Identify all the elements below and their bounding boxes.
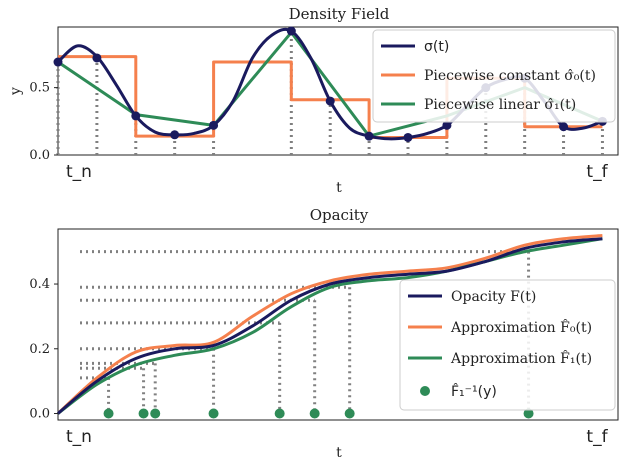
sigma-sample-point xyxy=(53,57,63,67)
inverse-sample-point xyxy=(208,408,219,419)
density-y-ticks: 0.0 0.5 xyxy=(29,81,58,163)
legend-label-F: Opacity F(t) xyxy=(451,289,536,305)
sigma-sample-point xyxy=(325,96,335,106)
opacity-ytick-label: 0.2 xyxy=(29,342,50,357)
sigma-sample-point xyxy=(131,111,141,121)
opacity-panel: Opacity 0.0 0.2 0.4 t_n t_f t Opacity F(t)… xyxy=(29,206,619,460)
density-xlabel: t xyxy=(336,180,342,196)
opacity-xtick-tf: t_f xyxy=(586,427,608,447)
legend-label-F0: Approximation F̂₀(t) xyxy=(450,318,592,336)
legend-label-F1: Approximation F̂₁(t) xyxy=(450,349,592,367)
legend-label-sigma1: Piecewise linear σ̂₁(t) xyxy=(424,97,576,113)
opacity-curve xyxy=(57,237,603,415)
inverse-sample-point xyxy=(274,408,285,419)
density-ylabel: y xyxy=(8,87,24,96)
opacity-title: Opacity xyxy=(310,206,369,224)
density-xtick-tn: t_n xyxy=(66,162,92,182)
opacity-xtick-tn: t_n xyxy=(66,427,92,447)
sigma-sample-point xyxy=(209,120,219,130)
inverse-sample-point xyxy=(309,408,320,419)
opacity-legend: Opacity F(t) Approximation F̂₀(t) Approx… xyxy=(399,279,616,411)
density-axes-frame xyxy=(57,26,619,156)
sigma-sample-point xyxy=(559,122,569,132)
density-xtick-tf: t_f xyxy=(586,162,608,182)
sigma-sample-point xyxy=(92,53,102,63)
inverse-sample-point xyxy=(103,408,114,419)
sigma-sample-point xyxy=(286,26,296,36)
approximation-f0-line xyxy=(56,234,603,415)
opacity-xlabel: t xyxy=(336,445,342,460)
opacity-series xyxy=(56,234,603,419)
approximation-f1-line xyxy=(57,237,603,415)
density-title: Density Field xyxy=(289,5,390,23)
sigma-sample-point xyxy=(403,132,413,142)
opacity-y-ticks: 0.0 0.2 0.4 xyxy=(29,277,58,422)
legend-label-sigma0: Piecewise constant σ̂₀(t) xyxy=(424,68,596,84)
density-ytick-label: 0.5 xyxy=(29,81,50,96)
legend-swatch-Finv xyxy=(420,386,430,396)
density-series xyxy=(53,26,607,142)
sigma-sample-point xyxy=(170,130,180,140)
inverse-sample-point xyxy=(150,408,161,419)
opacity-axes-frame xyxy=(57,228,619,421)
opacity-ytick-label: 0.4 xyxy=(29,277,50,292)
density-legend: σ(t) Piecewise constant σ̂₀(t) Piecewise… xyxy=(372,29,616,123)
inverse-sample-point xyxy=(138,408,149,419)
legend-label-Finv: F̂₁⁻¹(y) xyxy=(451,383,497,400)
inverse-sample-point xyxy=(523,408,534,419)
density-legend-box xyxy=(372,29,616,123)
opacity-legend-box xyxy=(399,279,616,411)
density-ytick-label: 0.0 xyxy=(29,148,50,163)
inverse-sample-point xyxy=(344,408,355,419)
density-field-panel: Density Field 0.0 0.5 t_n t_f t y σ(t) Pi… xyxy=(8,5,619,196)
sigma-sample-point xyxy=(364,131,374,141)
sigma-sample-point xyxy=(442,120,452,130)
legend-label-sigma: σ(t) xyxy=(424,39,449,55)
opacity-ytick-label: 0.0 xyxy=(29,407,50,422)
